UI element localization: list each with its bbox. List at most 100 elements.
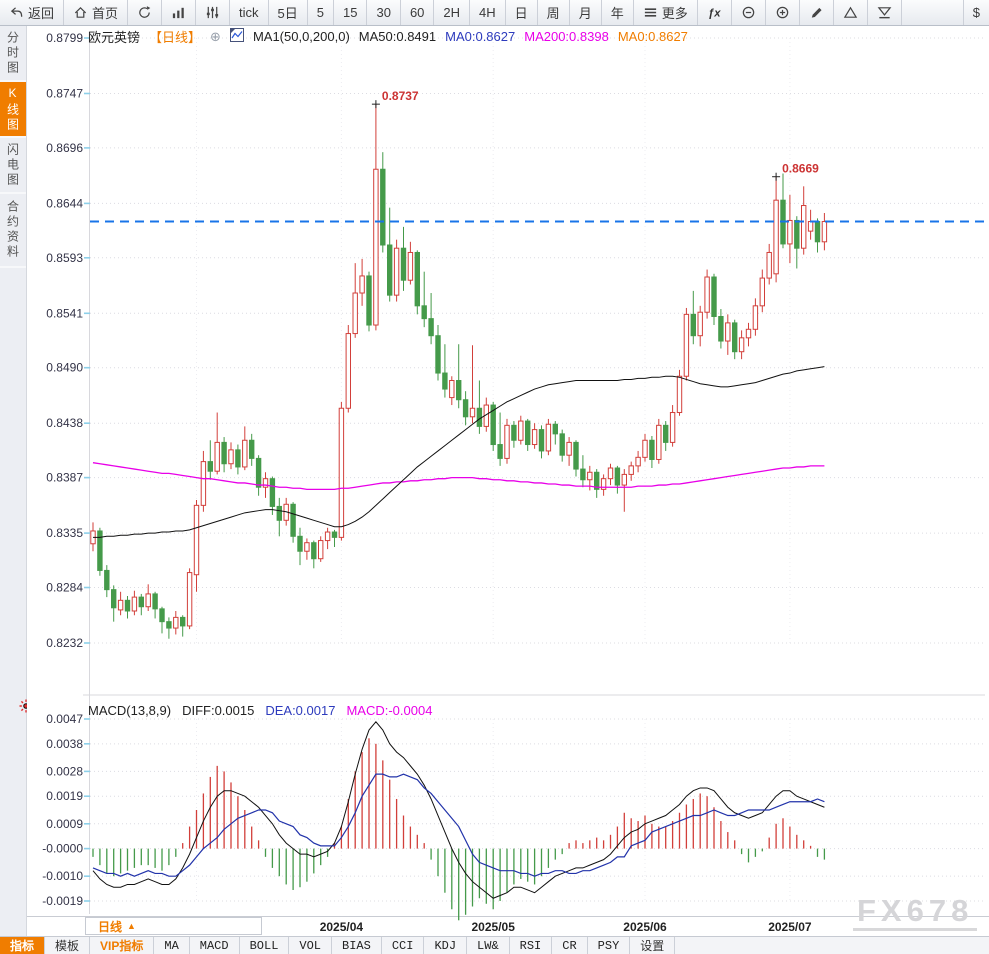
left-sidebar: 分时图 K线图 闪电图 合约资料 (0, 26, 27, 936)
mini-kline-icon[interactable] (229, 28, 244, 45)
ma0-blue-value: MA0:0.8627 (445, 29, 516, 44)
toolbar-tick-label: tick (239, 5, 259, 20)
toolbar-day[interactable]: 日 (506, 0, 538, 25)
toolbar-dollar[interactable]: $ (962, 0, 989, 25)
ma50-value: MA50:0.8491 (358, 29, 437, 44)
toolbar-m30-label: 30 (376, 5, 391, 20)
ma-settings-label: MA1(50,0,200,0) (252, 29, 350, 44)
circle-plus-icon[interactable]: ⊕ (210, 28, 221, 44)
toolbar-chart-mode[interactable] (162, 0, 197, 25)
toolbar-draw[interactable] (800, 0, 834, 25)
triangle-up-icon (843, 5, 858, 20)
tab-indicator[interactable]: 指标 (0, 937, 46, 954)
price-chart-legend: 欧元英镑 【日线】 ⊕ MA1(50,0,200,0) MA50:0.8491 … (88, 28, 688, 45)
toolbar-tick[interactable]: tick (230, 0, 269, 25)
toolbar-home[interactable]: 首页 (64, 0, 129, 25)
tab-settings[interactable]: 设置 (630, 937, 676, 954)
ma0-orange-value: MA0:0.8627 (617, 29, 688, 44)
sidebar-item-kline[interactable]: K线图 (0, 82, 26, 138)
macd-value: MACD:-0.0004 (346, 702, 433, 718)
toolbar-5d[interactable]: 5日 (269, 0, 308, 25)
svg-text:0.0009: 0.0009 (46, 817, 83, 831)
toolbar-more[interactable]: 更多 (634, 0, 698, 25)
toolbar-indicator-settings[interactable] (196, 0, 231, 25)
sliders-icon (205, 5, 220, 20)
sidebar-item-contract-info[interactable]: 合约资料 (0, 194, 26, 268)
sidebar-item-time-share[interactable]: 分时图 (0, 26, 26, 82)
tab-vip[interactable]: VIP指标 (90, 937, 155, 954)
dea-line (92, 773, 825, 877)
toolbar-back[interactable]: 返回 (0, 0, 65, 25)
toolbar-year-label: 年 (610, 6, 624, 21)
toolbar-m60-label: 60 (409, 5, 425, 20)
toolbar-m30[interactable]: 30 (367, 0, 401, 25)
tab-psy[interactable]: PSY (588, 937, 631, 954)
toolbar-m60[interactable]: 60 (401, 0, 435, 25)
svg-text:2025/05: 2025/05 (472, 920, 516, 934)
toolbar-fx[interactable]: ƒx (698, 0, 732, 25)
dea-value: DEA:0.0017 (265, 702, 336, 718)
tab-lw[interactable]: LW& (467, 937, 510, 954)
toolbar-dollar-label: $ (972, 5, 980, 20)
svg-text:ƒx: ƒx (708, 7, 721, 19)
toolbar-m5[interactable]: 5 (308, 0, 334, 25)
toolbar-triangle-down[interactable] (868, 0, 902, 25)
tab-cr[interactable]: CR (552, 937, 588, 954)
toolbar-zoom-in[interactable] (766, 0, 800, 25)
toolbar-zoom-out[interactable] (732, 0, 766, 25)
back-arrow-icon (9, 5, 24, 20)
svg-text:0.8737: 0.8737 (382, 89, 419, 103)
toolbar-year[interactable]: 年 (602, 0, 634, 25)
macd-name: MACD(13,8,9) (88, 702, 172, 718)
tab-vol[interactable]: VOL (289, 937, 333, 954)
svg-text:2025/04: 2025/04 (320, 920, 364, 934)
chart-area: 0.8737 0.8669 0.8799 0.8747 0.8696 0.8644 0.85… (27, 26, 989, 936)
svg-text:0.8232: 0.8232 (46, 636, 83, 650)
svg-text:0.8490: 0.8490 (46, 361, 83, 375)
toolbar-h2-label: 2H (443, 5, 461, 20)
toolbar-month[interactable]: 月 (570, 0, 602, 25)
tab-ma[interactable]: MA (154, 937, 190, 954)
toolbar-week[interactable]: 周 (538, 0, 570, 25)
sidebar-item-lightning[interactable]: 闪电图 (0, 138, 26, 194)
toolbar-5d-label: 5日 (277, 6, 298, 21)
macd-legend: MACD(13,8,9) DIFF:0.0015 DEA:0.0017 MACD… (88, 702, 432, 718)
svg-text:0.8335: 0.8335 (46, 526, 83, 540)
diff-line (92, 720, 825, 899)
svg-text:0.8669: 0.8669 (782, 162, 819, 176)
zoom-in-icon (775, 5, 790, 20)
price-axis-labels: 0.8799 0.8747 0.8696 0.8644 0.8593 0.8541 0.84… (46, 31, 83, 650)
triangle-up-icon: ▲ (127, 921, 136, 931)
ma50-line (93, 366, 825, 538)
svg-text:0.8284: 0.8284 (46, 581, 83, 595)
svg-text:2025/07: 2025/07 (768, 920, 812, 934)
toolbar-h4[interactable]: 4H (470, 0, 506, 25)
tab-boll[interactable]: BOLL (240, 937, 290, 954)
fx-icon: ƒx (707, 5, 722, 20)
svg-text:0.0038: 0.0038 (46, 737, 83, 751)
ma200-line (92, 462, 825, 490)
tab-macd[interactable]: MACD (190, 937, 240, 954)
toolbar-day-label: 日 (514, 6, 528, 21)
period-tag: 【日线】 (149, 30, 202, 45)
tab-cci[interactable]: CCI (382, 937, 425, 954)
toolbar-home-label: 首页 (92, 6, 119, 21)
tab-kdj[interactable]: KDJ (424, 937, 468, 954)
svg-text:-0.0000: -0.0000 (42, 842, 83, 856)
toolbar-triangle-up[interactable] (834, 0, 868, 25)
price-gridlines (90, 37, 985, 644)
refresh-icon (137, 5, 152, 20)
tab-template[interactable]: 模板 (45, 937, 91, 954)
toolbar-h2[interactable]: 2H (434, 0, 471, 25)
high-annotations: 0.8737 0.8669 (371, 89, 819, 181)
period-selector[interactable]: 日线 ▲ (85, 917, 262, 935)
tab-bias[interactable]: BIAS (332, 937, 382, 954)
svg-text:2025/06: 2025/06 (623, 920, 667, 934)
tab-rsi[interactable]: RSI (510, 937, 553, 954)
svg-text:0.8593: 0.8593 (46, 251, 83, 265)
watermark: FX678 (853, 895, 978, 931)
toolbar-m15[interactable]: 15 (334, 0, 368, 25)
toolbar-refresh[interactable] (128, 0, 163, 25)
svg-text:0.8644: 0.8644 (46, 196, 83, 210)
chart-canvas[interactable]: 0.8737 0.8669 0.8799 0.8747 0.8696 0.8644 0.85… (27, 26, 989, 936)
